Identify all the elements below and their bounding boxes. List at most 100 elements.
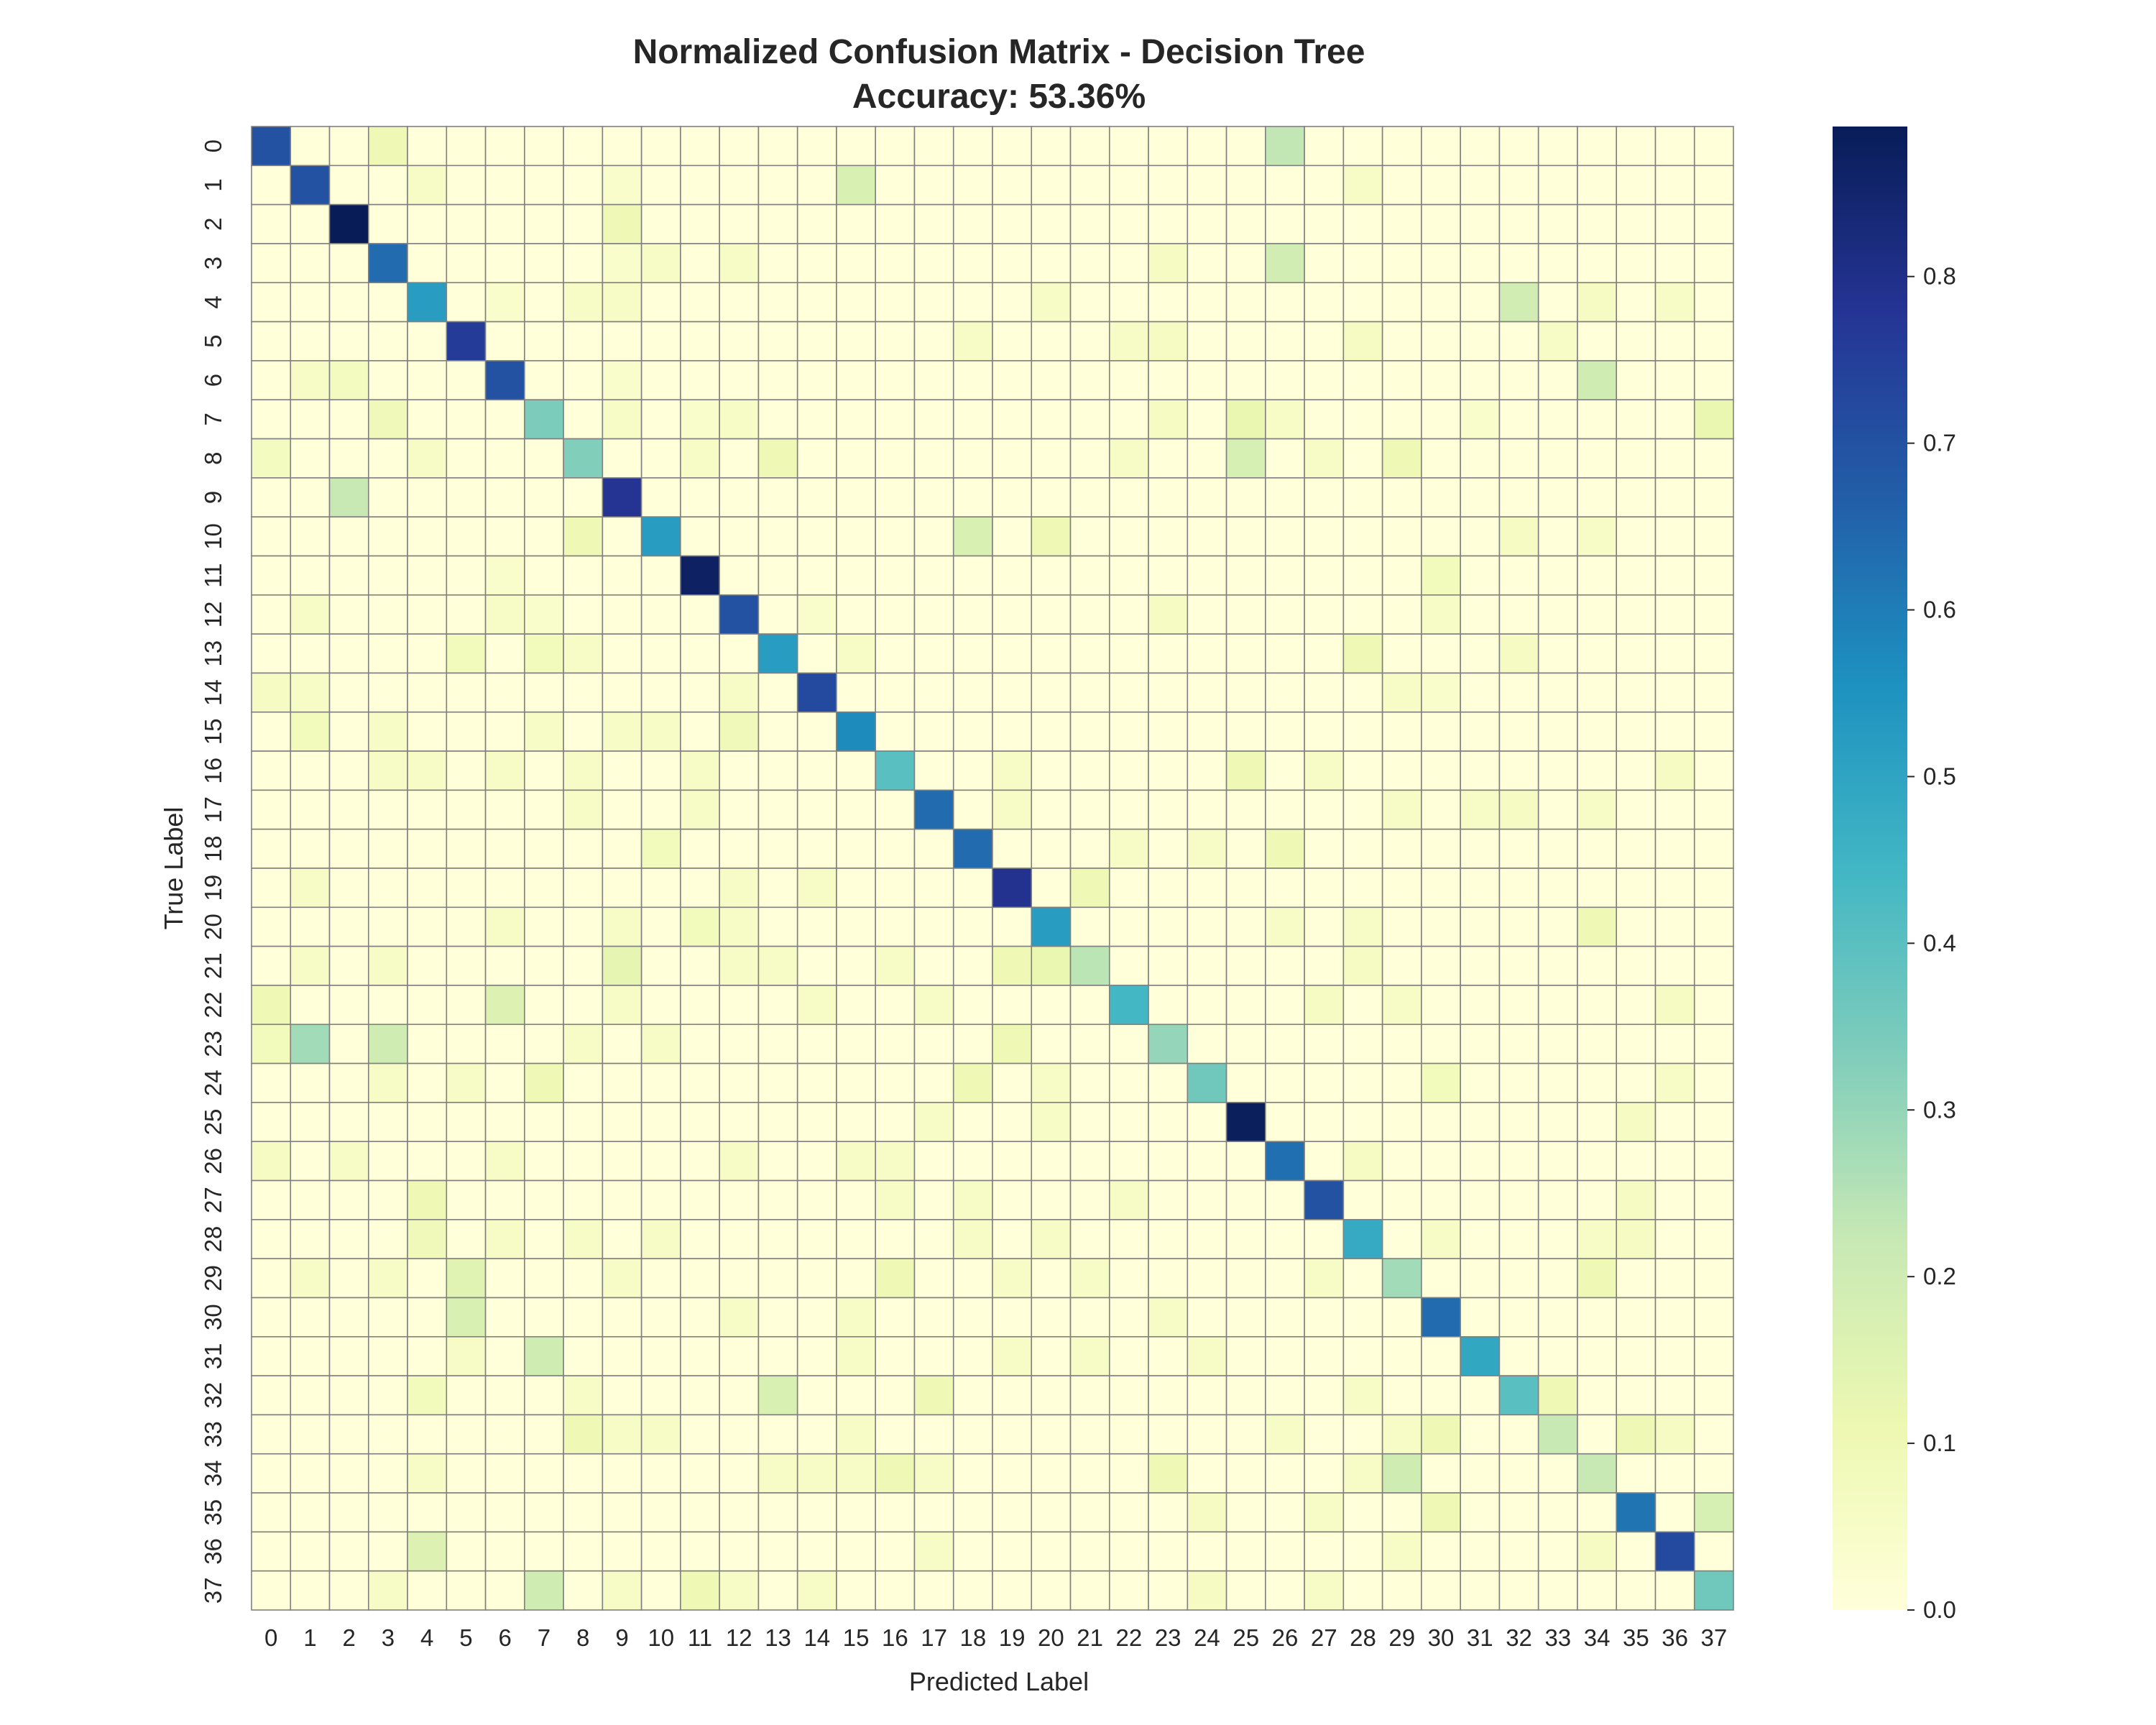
heatmap-cell-8-1 [290,438,331,479]
heatmap-cell-28-37 [1693,1219,1734,1259]
heatmap-cell-19-15 [836,868,877,908]
x-tick-label: 26 [1272,1624,1299,1651]
heatmap-cell-29-14 [796,1258,837,1299]
heatmap-cell-4-29 [1381,282,1422,323]
heatmap-cell-19-20 [1031,868,1072,908]
heatmap-cell-35-17 [913,1492,954,1533]
heatmap-cell-7-29 [1381,399,1422,440]
heatmap-cell-2-22 [1108,203,1149,244]
heatmap-cell-13-4 [407,633,448,674]
heatmap-cell-25-13 [757,1102,798,1143]
heatmap-cell-5-32 [1498,321,1539,362]
heatmap-cell-32-3 [367,1375,408,1416]
heatmap-cell-3-15 [836,243,877,284]
heatmap-cell-30-25 [1225,1297,1266,1338]
heatmap-cell-35-8 [563,1492,604,1533]
heatmap-cell-13-32 [1498,633,1539,674]
heatmap-cell-32-6 [484,1375,525,1416]
heatmap-cell-0-30 [1421,126,1461,167]
heatmap-cell-3-0 [251,243,292,284]
heatmap-cell-28-18 [952,1219,993,1259]
heatmap-cell-1-22 [1108,165,1149,206]
heatmap-cell-13-24 [1187,633,1227,674]
heatmap-cell-31-36 [1654,1335,1695,1376]
heatmap-cell-21-22 [1108,945,1149,986]
heatmap-cell-6-20 [1031,360,1072,401]
colorbar-tick-label: 0.3 [1923,1096,1956,1123]
heatmap-cell-31-33 [1537,1335,1578,1376]
heatmap-cell-26-32 [1498,1141,1539,1182]
heatmap-cell-21-1 [290,945,331,986]
heatmap-cell-20-15 [836,906,877,947]
heatmap-cell-28-6 [484,1219,525,1259]
heatmap-cell-19-19 [992,868,1033,908]
heatmap-cell-3-1 [290,243,331,284]
heatmap-cell-17-23 [1148,789,1189,830]
heatmap-cell-13-3 [367,633,408,674]
heatmap-cell-31-32 [1498,1335,1539,1376]
heatmap-cell-26-36 [1654,1141,1695,1182]
heatmap-cell-33-15 [836,1414,877,1455]
heatmap-cell-22-20 [1031,985,1072,1026]
heatmap-cell-16-37 [1693,750,1734,791]
heatmap-cell-32-17 [913,1375,954,1416]
heatmap-cell-16-2 [328,750,369,791]
heatmap-cell-17-25 [1225,789,1266,830]
heatmap-cell-5-6 [484,321,525,362]
heatmap-cell-18-25 [1225,828,1266,869]
y-tick-label: 14 [200,679,226,706]
heatmap-cell-3-9 [602,243,642,284]
heatmap-cell-29-19 [992,1258,1033,1299]
heatmap-cell-20-25 [1225,906,1266,947]
heatmap-cell-20-37 [1693,906,1734,947]
heatmap-cell-36-23 [1148,1531,1189,1572]
heatmap-cell-12-27 [1304,594,1345,635]
heatmap-cell-20-33 [1537,906,1578,947]
heatmap-cell-30-2 [328,1297,369,1338]
heatmap-cell-20-19 [992,906,1033,947]
heatmap-cell-3-17 [913,243,954,284]
heatmap-cell-36-27 [1304,1531,1345,1572]
heatmap-cell-29-30 [1421,1258,1461,1299]
heatmap-cell-1-17 [913,165,954,206]
heatmap-cell-26-34 [1577,1141,1618,1182]
heatmap-cell-8-20 [1031,438,1072,479]
heatmap-cell-20-3 [367,906,408,947]
colorbar-tick-label: 0.1 [1923,1430,1956,1456]
heatmap-cell-25-1 [290,1102,331,1143]
heatmap-cell-13-18 [952,633,993,674]
heatmap-cell-20-20 [1031,906,1072,947]
heatmap-cell-28-23 [1148,1219,1189,1259]
heatmap-cell-1-32 [1498,165,1539,206]
heatmap-cell-4-2 [328,282,369,323]
heatmap-cell-9-34 [1577,477,1618,518]
heatmap-cell-4-9 [602,282,642,323]
heatmap-cell-32-12 [719,1375,760,1416]
x-tick-label: 0 [264,1624,277,1651]
x-tick-label: 32 [1506,1624,1532,1651]
heatmap-cell-30-19 [992,1297,1033,1338]
heatmap-cell-21-8 [563,945,604,986]
heatmap-cell-7-0 [251,399,292,440]
heatmap-cell-0-4 [407,126,448,167]
heatmap-cell-26-24 [1187,1141,1227,1182]
heatmap-cell-17-10 [640,789,681,830]
heatmap-cell-19-22 [1108,868,1149,908]
heatmap-cell-33-6 [484,1414,525,1455]
heatmap-cell-5-29 [1381,321,1422,362]
heatmap-cell-5-12 [719,321,760,362]
heatmap-cell-0-3 [367,126,408,167]
heatmap-cell-28-22 [1108,1219,1149,1259]
heatmap-cell-15-26 [1265,711,1305,752]
heatmap-cell-4-27 [1304,282,1345,323]
heatmap-cell-7-16 [875,399,916,440]
heatmap-cell-9-37 [1693,477,1734,518]
heatmap-cell-13-11 [680,633,720,674]
heatmap-cell-1-6 [484,165,525,206]
y-tick-label: 4 [200,295,226,308]
heatmap-cell-16-17 [913,750,954,791]
heatmap-cell-34-10 [640,1453,681,1494]
heatmap-cell-5-22 [1108,321,1149,362]
heatmap-cell-13-0 [251,633,292,674]
heatmap-cell-8-9 [602,438,642,479]
